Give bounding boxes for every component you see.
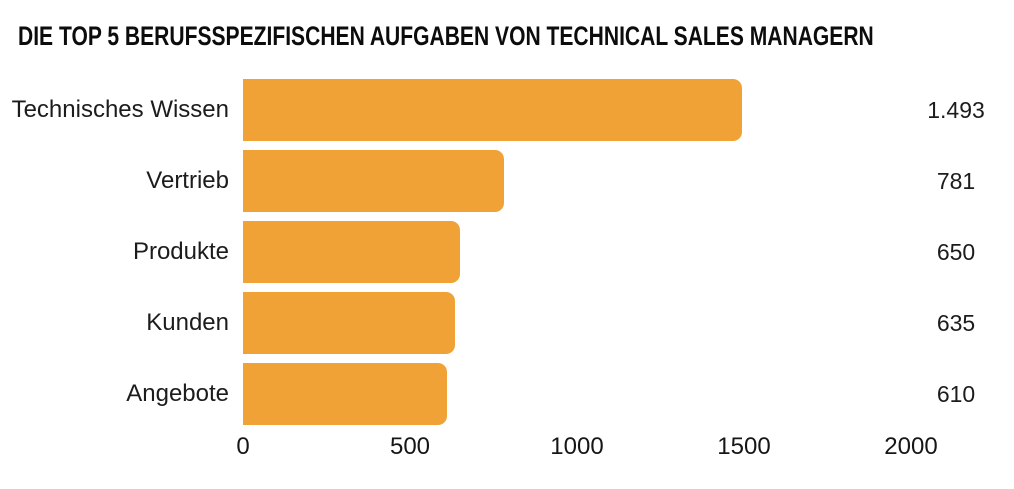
bar-track <box>243 363 911 425</box>
bar-track <box>243 150 911 212</box>
value-label: 610 <box>936 380 976 407</box>
chart-row: Kunden 635 <box>0 292 1014 354</box>
category-label: Vertrieb <box>146 167 229 194</box>
x-tick-label: 1000 <box>550 433 604 460</box>
bar <box>243 292 456 354</box>
x-tick-label: 0 <box>236 433 250 460</box>
category-label: Produkte <box>132 238 229 265</box>
x-tick-label: 2000 <box>884 433 938 460</box>
bar <box>243 221 461 283</box>
bar <box>243 150 504 212</box>
bar-track <box>243 79 911 141</box>
value-label: 635 <box>936 309 976 336</box>
value-label: 1.493 <box>927 96 985 123</box>
bar-track <box>243 221 911 283</box>
bar-track <box>243 292 911 354</box>
bar <box>243 79 742 141</box>
bar-rows: Technisches Wissen 1.493 Vertrieb 781 Produk… <box>0 79 1014 425</box>
category-label: Technisches Wissen <box>11 96 229 123</box>
chart-row: Angebote 610 <box>0 363 1014 425</box>
category-label: Kunden <box>146 309 229 336</box>
chart-row: Produkte 650 <box>0 221 1014 283</box>
bar-chart: Technisches Wissen 1.493 Vertrieb 781 Produk… <box>0 79 1014 467</box>
x-tick-label: 500 <box>389 433 431 460</box>
value-label: 650 <box>936 238 976 265</box>
bar <box>243 363 447 425</box>
chart-row: Technisches Wissen 1.493 <box>0 79 1014 141</box>
x-tick-label: 1500 <box>717 433 771 460</box>
chart-row: Vertrieb 781 <box>0 150 1014 212</box>
chart-title: DIE TOP 5 BERUFSSPEZIFISCHEN AUFGABEN VO… <box>18 21 874 51</box>
x-axis: 0 500 1000 1500 2000 <box>236 433 937 467</box>
value-label: 781 <box>936 167 976 194</box>
category-label: Angebote <box>126 380 229 407</box>
